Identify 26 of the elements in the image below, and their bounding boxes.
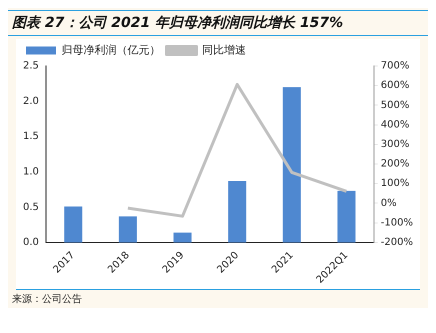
y2-tick-label: 100% (380, 178, 410, 190)
bar (337, 190, 356, 242)
y2-tick-label: 300% (380, 139, 410, 150)
bar (282, 87, 301, 242)
source-note: 来源：公司公告 (11, 292, 83, 307)
legend-label: 同比增速 (202, 43, 246, 56)
bar (118, 216, 137, 242)
y2-tick-label: 0% (380, 198, 397, 209)
y2-tick-label: -100% (380, 217, 414, 228)
bar (228, 181, 246, 242)
legend-label: 归母净利润（亿元） (62, 43, 160, 56)
y2-tick-label: 600% (380, 80, 410, 92)
y-tick-label: 0.0 (22, 237, 39, 248)
y-tick-label: 0.5 (22, 202, 39, 213)
y2-tick-label: 500% (380, 100, 410, 111)
y2-tick-label: 400% (380, 119, 410, 130)
y-tick-label: 2.0 (22, 96, 39, 107)
y2-tick-label: 700% (380, 60, 410, 72)
y-tick-label: 1.0 (22, 166, 39, 178)
bar (64, 206, 82, 242)
y2-tick-label: 200% (380, 158, 410, 170)
y-tick-label: 2.5 (22, 60, 39, 72)
y2-tick-label: -200% (380, 237, 414, 248)
bar (174, 232, 192, 242)
y-tick-label: 1.5 (22, 131, 39, 142)
chart-title: 图表 27：公司 2021 年归母净利润同比增长 157% (8, 10, 428, 36)
